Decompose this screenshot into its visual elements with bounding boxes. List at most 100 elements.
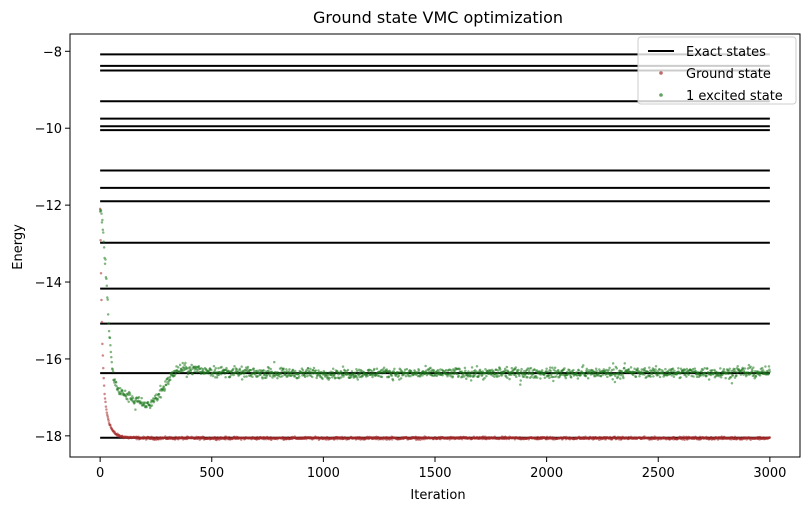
data-point xyxy=(595,369,598,373)
data-point xyxy=(301,368,305,372)
data-point xyxy=(549,369,552,373)
data-point xyxy=(312,366,316,370)
data-point xyxy=(460,370,464,373)
data-point xyxy=(358,372,362,376)
data-point xyxy=(510,366,514,370)
data-point xyxy=(520,367,523,371)
data-point xyxy=(599,374,603,378)
data-point xyxy=(127,400,130,403)
data-point xyxy=(612,368,615,371)
data-point xyxy=(687,373,690,376)
data-point xyxy=(115,385,118,388)
data-point xyxy=(767,372,770,376)
data-point xyxy=(196,369,199,372)
data-point xyxy=(114,381,118,384)
data-point xyxy=(262,368,265,372)
data-point xyxy=(702,374,705,377)
data-point xyxy=(334,376,337,380)
data-point xyxy=(281,374,284,378)
data-point xyxy=(105,408,108,411)
data-point xyxy=(232,373,235,377)
data-point xyxy=(582,371,586,375)
data-point xyxy=(555,375,558,378)
data-point xyxy=(358,375,361,379)
data-point xyxy=(150,404,154,407)
data-point xyxy=(468,372,472,375)
data-point xyxy=(107,322,110,325)
data-point xyxy=(643,373,646,376)
data-point xyxy=(159,396,163,399)
data-point xyxy=(113,378,117,381)
y-tick-label: −8 xyxy=(43,45,62,60)
data-point xyxy=(100,221,104,224)
data-point xyxy=(276,376,279,380)
data-point xyxy=(722,367,726,371)
data-point xyxy=(510,373,513,376)
data-point xyxy=(163,388,167,391)
data-point xyxy=(103,262,107,266)
data-point xyxy=(339,376,343,379)
data-point xyxy=(231,367,235,371)
data-point xyxy=(517,368,520,372)
data-point xyxy=(556,372,559,376)
data-point xyxy=(140,396,143,400)
data-point xyxy=(421,374,424,377)
data-point xyxy=(214,376,217,379)
data-point xyxy=(572,368,575,372)
data-point xyxy=(672,375,676,378)
data-point xyxy=(380,375,384,379)
data-point xyxy=(727,369,731,373)
data-point xyxy=(656,373,660,377)
data-point xyxy=(587,368,591,372)
data-point xyxy=(174,372,177,375)
data-point xyxy=(552,379,555,383)
data-point xyxy=(584,374,588,378)
data-point xyxy=(640,368,643,371)
data-point xyxy=(186,372,190,376)
data-point xyxy=(503,367,507,371)
data-point xyxy=(331,367,335,370)
data-point xyxy=(764,365,767,368)
data-point xyxy=(350,370,354,373)
data-point xyxy=(554,369,557,373)
data-point xyxy=(111,370,115,373)
data-point xyxy=(212,364,216,368)
data-point xyxy=(405,367,409,371)
data-point xyxy=(424,369,428,372)
data-point xyxy=(671,367,675,370)
data-point xyxy=(315,376,318,380)
data-point xyxy=(508,377,511,381)
data-point xyxy=(331,376,334,379)
data-point xyxy=(317,369,320,372)
data-point xyxy=(167,382,170,386)
data-point xyxy=(703,366,706,370)
data-point xyxy=(506,376,509,379)
data-point xyxy=(193,370,197,373)
data-point xyxy=(585,367,589,371)
data-point xyxy=(552,371,556,375)
data-point xyxy=(189,366,192,369)
data-point xyxy=(607,368,610,372)
data-point xyxy=(577,369,581,372)
data-point xyxy=(177,366,180,369)
data-point xyxy=(747,371,750,374)
data-point xyxy=(497,374,501,378)
data-point xyxy=(213,368,217,372)
data-point xyxy=(409,374,412,378)
data-point xyxy=(462,375,466,378)
data-point xyxy=(648,366,651,369)
data-point xyxy=(321,377,324,381)
data-point xyxy=(99,238,102,242)
data-point xyxy=(104,400,107,404)
data-point xyxy=(164,380,167,383)
data-point xyxy=(701,368,705,372)
data-point xyxy=(629,366,633,369)
data-point xyxy=(592,373,595,376)
data-point xyxy=(483,376,486,380)
data-point xyxy=(581,364,585,367)
data-point xyxy=(106,296,109,299)
data-point xyxy=(106,313,110,316)
data-point xyxy=(102,366,105,370)
data-point xyxy=(168,378,172,382)
data-point xyxy=(145,405,148,409)
